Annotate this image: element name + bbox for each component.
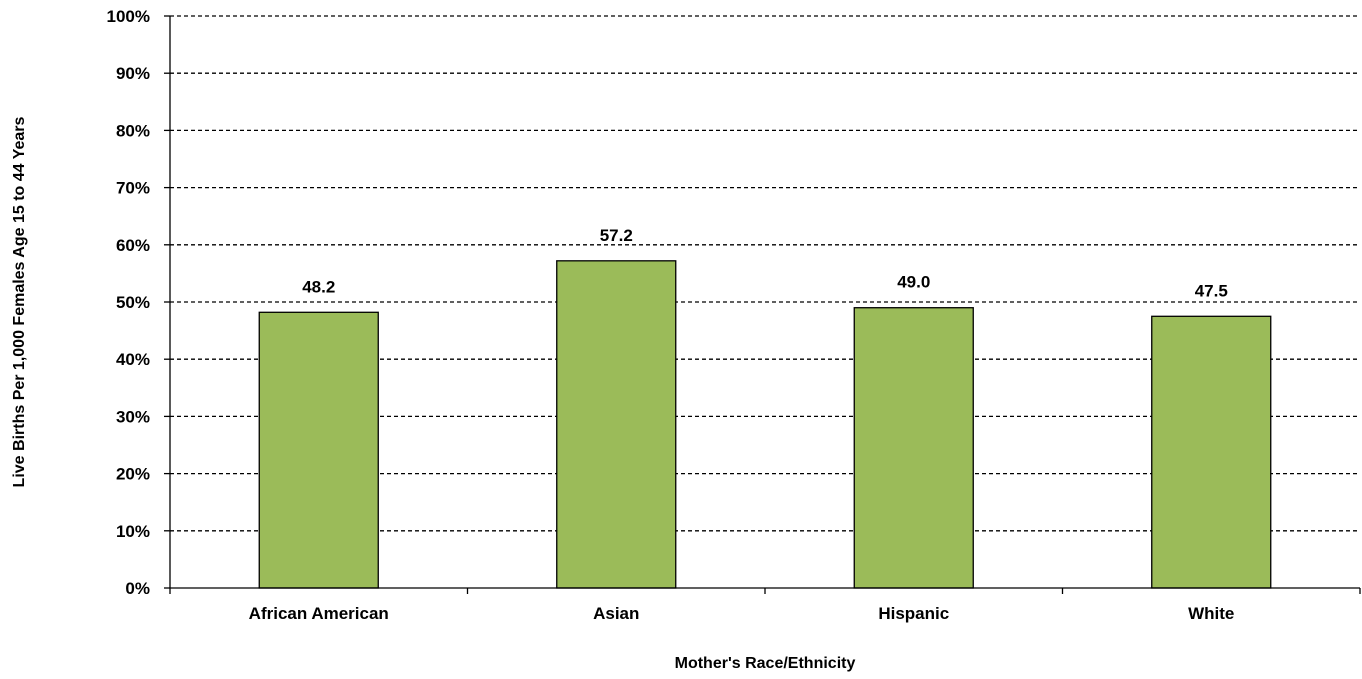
- bar: [1151, 315, 1272, 589]
- x-category-label: Asian: [593, 604, 639, 623]
- y-tick-label: 30%: [116, 407, 150, 426]
- data-label: 47.5: [1195, 281, 1228, 300]
- data-labels: 48.2 57.2 49.0 47.5: [302, 226, 1228, 300]
- y-tick-label: 20%: [116, 465, 150, 484]
- x-category-label: White: [1188, 604, 1234, 623]
- x-axis-title: Mother's Race/Ethnicity: [675, 655, 856, 672]
- data-label: 49.0: [897, 273, 930, 292]
- x-category-label: Hispanic: [878, 604, 949, 623]
- y-tick-label: 0%: [125, 579, 150, 598]
- y-tick-label: 10%: [116, 522, 150, 541]
- bar: [258, 311, 379, 589]
- axes: [164, 15, 1361, 594]
- y-tick-label: 50%: [116, 293, 150, 312]
- y-axis-tick-labels: 0% 10% 20% 30% 40% 50% 60% 70% 80% 90% 100%: [107, 7, 150, 598]
- data-label: 48.2: [302, 277, 335, 296]
- bar: [556, 260, 677, 589]
- y-tick-label: 60%: [116, 236, 150, 255]
- bar: [853, 307, 974, 589]
- y-tick-label: 70%: [116, 179, 150, 198]
- y-tick-label: 100%: [107, 7, 150, 26]
- y-tick-label: 90%: [116, 64, 150, 83]
- y-axis-title: Live Births Per 1,000 Females Age 15 to …: [11, 116, 28, 487]
- y-tick-label: 40%: [116, 350, 150, 369]
- x-category-label: African American: [249, 604, 389, 623]
- y-tick-label: 80%: [116, 121, 150, 140]
- data-label: 57.2: [600, 226, 633, 245]
- bars: [258, 260, 1272, 589]
- x-axis-category-labels: African American Asian Hispanic White: [249, 604, 1235, 623]
